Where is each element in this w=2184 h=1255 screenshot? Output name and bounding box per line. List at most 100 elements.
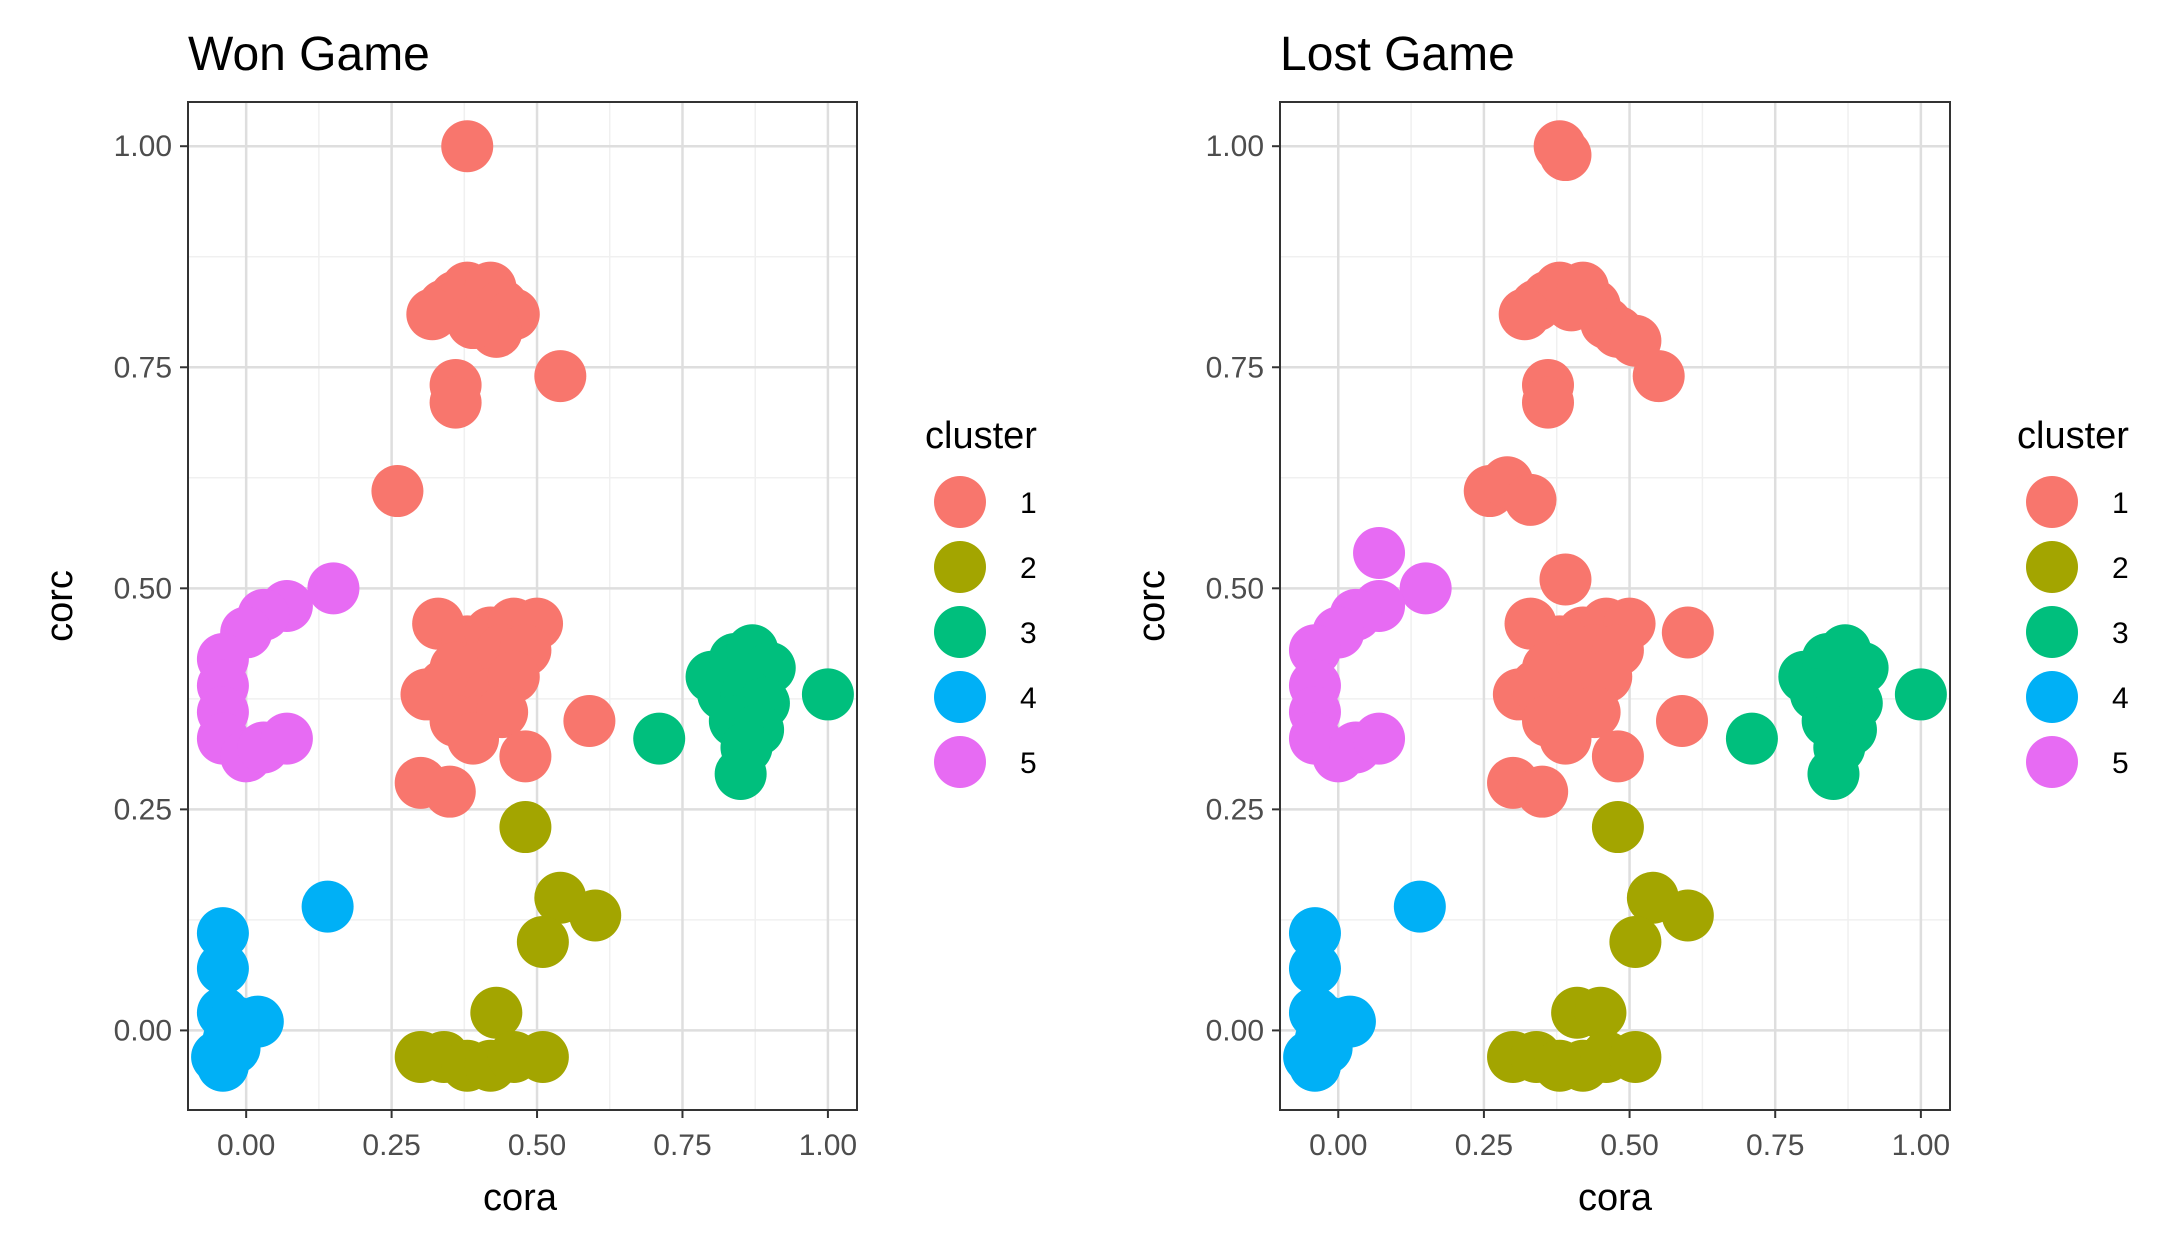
scatter-point-cluster-3 [1807,748,1860,800]
scatter-point-cluster-1 [441,120,494,173]
legend-key-cluster-2 [934,541,986,593]
scatter-point-cluster-4 [1300,1022,1353,1075]
y-tick-label: 0.50 [114,572,172,605]
scatter-point-cluster-1 [423,765,476,818]
scatter-point-cluster-2 [1609,916,1662,968]
x-tick-label: 0.25 [1455,1129,1513,1162]
scatter-point-cluster-5 [260,712,313,765]
y-axis-label: corc [1131,570,1173,642]
y-tick-label: 0.00 [1206,1014,1264,1047]
x-axis-label: cora [483,1177,558,1219]
y-tick-label: 0.75 [114,351,172,384]
legend-label: 2 [2112,552,2129,585]
chart-title: Lost Game [1280,28,1515,81]
scatter-point-cluster-4 [208,1022,261,1075]
x-tick-label: 0.50 [508,1129,566,1162]
legend: cluster 1 2 3 4 5 [2017,415,2129,788]
points-layer [191,120,854,1092]
scatter-point-cluster-4 [196,942,249,995]
legend-title: cluster [2017,415,2129,457]
scatter-point-cluster-3 [1725,712,1778,765]
scatter-point-cluster-1 [1591,730,1644,783]
scatter-point-cluster-2 [1574,986,1627,1039]
scatter-point-cluster-1 [1539,712,1592,765]
scatter-point-cluster-1 [1504,473,1557,526]
scatter-point-cluster-1 [1539,129,1592,182]
scatter-point-cluster-5 [1353,526,1406,579]
y-tick-label: 0.75 [1206,351,1264,384]
scatter-point-cluster-2 [470,986,523,1039]
scatter-point-cluster-2 [1591,801,1644,854]
scatter-point-cluster-1 [429,376,482,429]
scatter-point-cluster-2 [516,916,569,968]
legend-key-cluster-1 [2026,476,2078,528]
scatter-point-cluster-3 [633,712,686,765]
legend-key-cluster-4 [2026,671,2078,723]
x-tick-label: 0.25 [362,1129,420,1162]
legend-key-cluster-3 [2026,606,2078,658]
scatter-point-cluster-1 [1522,376,1574,429]
scatter-point-cluster-2 [1609,1030,1662,1083]
y-axis-label: corc [39,570,81,642]
y-tick-label: 1.00 [114,130,172,163]
won-game-chart: Won Game 0.00 0.25 0.50 0.75 1.00 0.00 0.25 0.5… [39,28,1037,1219]
x-tick-label: 0.75 [653,1129,711,1162]
panel-border [187,101,858,1111]
scatter-point-cluster-2 [569,889,622,942]
scatter-point-cluster-5 [1399,562,1452,615]
legend-key-cluster-4 [934,671,986,723]
scatter-point-cluster-1 [1632,350,1685,403]
legend-key-cluster-1 [934,476,986,528]
scatter-point-cluster-1 [1539,553,1592,606]
legend: cluster 1 2 3 4 5 [925,415,1037,788]
scatter-point-cluster-1 [534,350,587,403]
legend-label: 3 [1020,617,1037,650]
legend-label: 5 [1020,747,1037,780]
legend-label: 3 [2112,617,2129,650]
scatter-point-cluster-1 [447,712,500,765]
scatter-point-cluster-3 [801,668,854,721]
scatter-point-cluster-5 [1353,712,1406,765]
scatter-point-cluster-3 [714,748,767,800]
legend-title: cluster [925,415,1037,457]
x-tick-label: 1.00 [799,1129,857,1162]
y-tick-label: 0.00 [114,1014,172,1047]
legend-label: 1 [1020,487,1037,520]
scatter-point-cluster-1 [1656,694,1708,747]
x-tick-label: 0.75 [1746,1129,1804,1162]
x-tick-label: 1.00 [1892,1129,1950,1162]
legend-label: 4 [2112,682,2129,715]
legend-label: 5 [2112,747,2129,780]
x-tick-label: 0.00 [1309,1129,1367,1162]
y-tick-label: 1.00 [1206,130,1264,163]
legend-label: 4 [1020,682,1037,715]
chart-title: Won Game [188,28,430,81]
legend-key-cluster-5 [934,736,986,788]
legend-key-cluster-5 [2026,736,2078,788]
scatter-point-cluster-5 [307,562,360,615]
legend-key-cluster-3 [934,606,986,658]
scatter-point-cluster-3 [1894,668,1947,721]
scatter-point-cluster-2 [499,801,552,854]
scatter-point-cluster-4 [1393,880,1446,933]
legend-key-cluster-2 [2026,541,2078,593]
points-layer [1283,120,1947,1092]
scatter-point-cluster-1 [1661,606,1714,659]
scatter-point-cluster-1 [406,288,459,341]
scatter-point-cluster-4 [1288,942,1341,995]
legend-label: 2 [1020,552,1037,585]
y-tick-label: 0.50 [1206,572,1264,605]
x-axis-label: cora [1578,1177,1653,1219]
legend-label: 1 [2112,487,2129,520]
panel-border [1279,101,1951,1111]
y-tick-label: 0.25 [1206,793,1264,826]
scatter-point-cluster-1 [499,730,552,783]
scatter-point-cluster-4 [301,880,354,933]
scatter-point-cluster-1 [563,694,616,747]
scatter-point-cluster-1 [371,465,424,518]
scatter-point-cluster-1 [447,297,500,350]
scatter-point-cluster-2 [516,1030,569,1083]
y-tick-label: 0.25 [114,793,172,826]
scatter-point-cluster-1 [1516,765,1569,818]
